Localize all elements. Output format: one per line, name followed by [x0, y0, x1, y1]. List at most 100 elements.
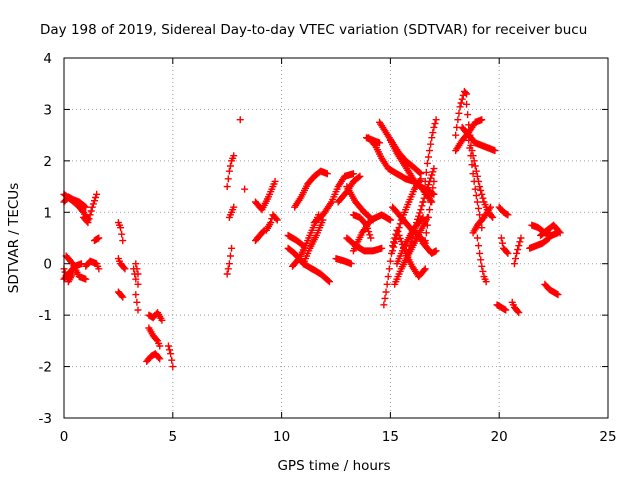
y-tick-label: 1 — [43, 205, 52, 221]
data-point-marker — [452, 131, 460, 139]
x-tick-label: 15 — [382, 429, 399, 445]
x-tick-label: 25 — [599, 429, 616, 445]
data-point-marker — [167, 350, 175, 358]
data-point-marker — [156, 342, 164, 350]
data-point-marker — [407, 238, 415, 246]
data-point-marker — [463, 90, 471, 98]
data-point-marker — [394, 228, 402, 236]
data-point-marker — [424, 181, 432, 189]
data-point-marker — [457, 99, 465, 107]
data-point-marker — [428, 134, 436, 142]
data-point-marker — [420, 266, 428, 274]
data-point-marker — [226, 162, 234, 170]
data-point-marker — [473, 198, 481, 206]
grid-lines — [64, 58, 608, 418]
data-point-marker — [390, 243, 398, 251]
data-point-marker — [134, 270, 142, 278]
data-point-marker — [325, 278, 333, 286]
chart-title: Day 198 of 2019, Sidereal Day-to-day VTE… — [40, 22, 587, 38]
data-point-marker — [467, 152, 475, 160]
data-point-marker — [223, 270, 231, 278]
data-point-marker — [417, 206, 425, 214]
data-point-marker — [419, 198, 427, 206]
data-point-marker — [168, 356, 176, 364]
data-point-marker — [475, 204, 483, 212]
data-point-marker — [489, 213, 497, 221]
y-tick-label: -3 — [39, 411, 52, 427]
x-axis-label: GPS time / hours — [277, 458, 390, 474]
data-point-marker — [405, 246, 413, 254]
data-point-marker — [133, 298, 141, 306]
x-tick-label: 0 — [60, 429, 69, 445]
data-point-marker — [223, 183, 231, 191]
data-point-marker — [406, 242, 414, 250]
data-point-marker — [504, 211, 512, 219]
data-point-marker — [430, 165, 438, 173]
data-point-marker — [409, 230, 417, 238]
data-point-marker — [77, 260, 85, 268]
data-point-marker — [432, 247, 440, 255]
data-point-marker — [378, 244, 386, 252]
data-point-marker — [426, 206, 434, 214]
data-point-marker — [513, 249, 521, 257]
data-point-marker — [430, 123, 438, 131]
data-point-marker — [556, 229, 564, 237]
data-point-marker — [86, 211, 94, 219]
data-point-marker — [502, 306, 510, 314]
data-point-marker — [117, 224, 125, 232]
data-point-marker — [226, 252, 234, 260]
data-point-marker — [430, 177, 438, 185]
data-point-marker — [413, 219, 421, 227]
data-point-marker — [454, 116, 462, 124]
data-point-marker — [515, 242, 523, 250]
data-points — [60, 87, 564, 371]
data-point-marker — [386, 216, 394, 224]
data-point-marker — [408, 234, 416, 242]
data-point-marker — [166, 346, 174, 354]
data-point-marker — [230, 152, 238, 160]
data-point-marker — [416, 209, 424, 217]
data-point-marker — [458, 95, 466, 103]
data-point-marker — [426, 147, 434, 155]
data-point-marker — [422, 168, 430, 176]
data-point-marker — [267, 219, 275, 227]
data-point-marker — [158, 316, 166, 324]
data-point-marker — [132, 260, 140, 268]
data-point-marker — [476, 249, 484, 257]
data-point-marker — [478, 116, 486, 124]
data-point-marker — [391, 239, 399, 247]
y-tick-label: 0 — [43, 257, 52, 273]
data-point-marker — [327, 200, 335, 208]
data-point-marker — [473, 234, 481, 242]
data-point-marker — [121, 265, 129, 273]
data-point-marker — [384, 273, 392, 281]
data-point-marker — [404, 249, 412, 257]
data-point-marker — [152, 336, 160, 344]
x-tick-label: 20 — [491, 429, 508, 445]
data-point-marker — [554, 291, 562, 299]
data-point-marker — [429, 184, 437, 192]
data-point-marker — [486, 203, 494, 211]
data-point-marker — [470, 177, 478, 185]
data-point-marker — [468, 161, 476, 169]
data-point-marker — [488, 212, 496, 220]
data-point-marker — [259, 228, 267, 236]
data-point-marker — [555, 228, 563, 236]
data-point-marker — [429, 168, 437, 176]
data-point-marker — [469, 170, 477, 178]
data-point-marker — [410, 226, 418, 234]
data-point-marker — [491, 147, 499, 155]
data-point-marker — [477, 256, 485, 264]
data-point-marker — [455, 109, 463, 117]
data-point-marker — [120, 264, 128, 272]
y-tick-label: -2 — [39, 360, 52, 376]
data-point-marker — [414, 215, 422, 223]
data-point-marker — [323, 170, 331, 178]
data-point-marker — [515, 309, 523, 317]
data-point-marker — [132, 275, 140, 283]
axis-ticks — [63, 57, 609, 419]
data-point-marker — [89, 200, 97, 208]
data-point-marker — [273, 216, 281, 224]
x-tick-label: 5 — [169, 429, 178, 445]
